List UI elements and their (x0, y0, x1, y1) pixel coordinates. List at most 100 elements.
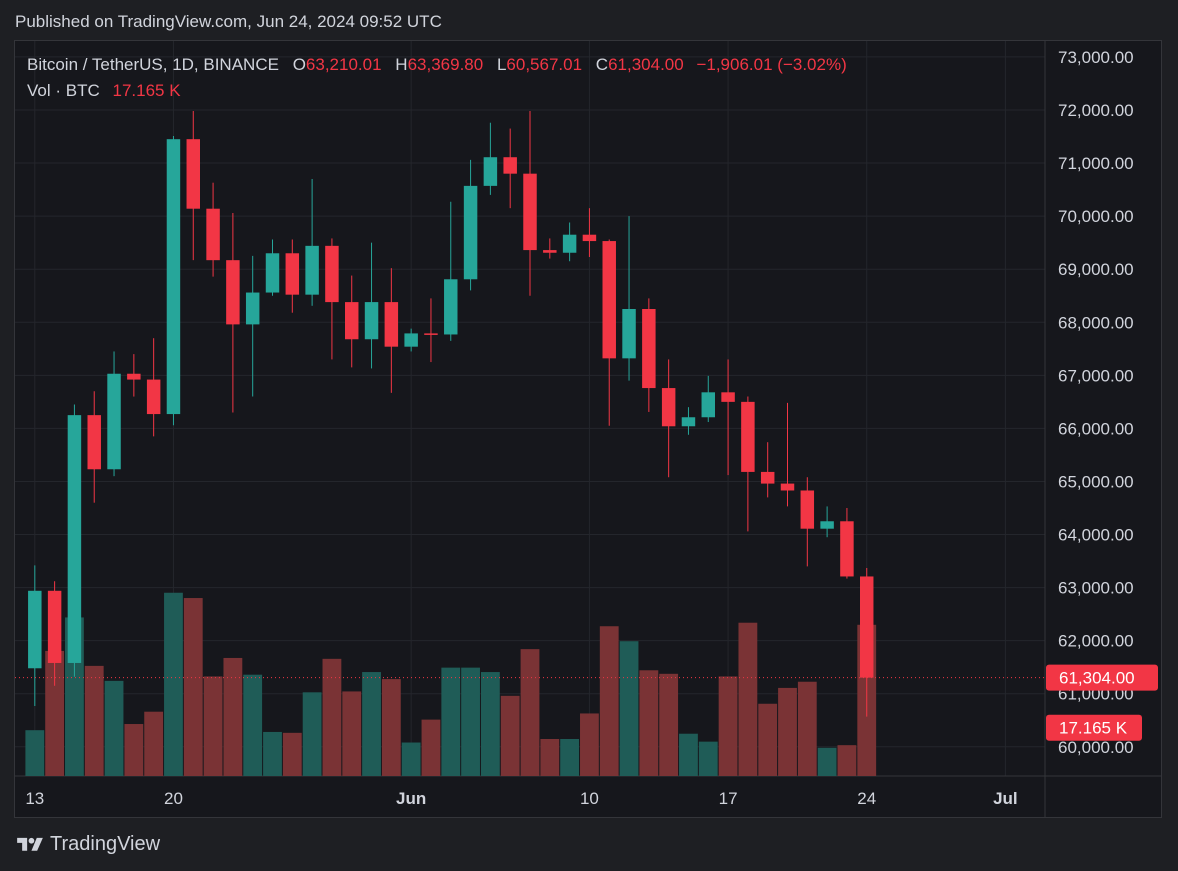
candle-body[interactable] (760, 471, 775, 484)
candle-body[interactable] (483, 157, 498, 186)
candle-body[interactable] (206, 208, 220, 261)
time-axis-label: 17 (719, 789, 738, 808)
candle-body[interactable] (800, 490, 815, 529)
price-axis-label: 67,000.00 (1058, 366, 1134, 385)
volume-bar (84, 665, 104, 776)
volume-bar (421, 719, 441, 776)
last-price-tag (1046, 664, 1158, 691)
candle-body[interactable] (444, 279, 458, 335)
volume-bar (738, 622, 758, 776)
volume-bar (243, 674, 263, 776)
brand-name: TradingView (50, 833, 161, 855)
volume-bar (144, 711, 164, 776)
candle-body[interactable] (543, 250, 557, 253)
candle-body[interactable] (87, 415, 101, 470)
last-price-label: 61,304.00 (1059, 669, 1135, 688)
volume-bar (698, 741, 718, 776)
volume-bar (540, 739, 560, 776)
symbol-label[interactable]: Bitcoin / TetherUS, 1D, BINANCE (27, 55, 279, 74)
volume-value: 17.165 K (112, 81, 181, 100)
candle-body[interactable] (780, 483, 795, 491)
candle-body[interactable] (265, 253, 280, 293)
volume-bar (659, 673, 679, 776)
footer-brand: TradingView (16, 833, 160, 856)
volume-bar (797, 681, 817, 776)
candle-body[interactable] (384, 302, 399, 347)
time-axis-label: Jun (396, 789, 426, 808)
change-value: −1,906.01 (−3.02%) (696, 55, 847, 74)
last-volume-label: 17.165 K (1059, 719, 1128, 738)
candle-body[interactable] (226, 260, 240, 325)
volume-bar (500, 695, 520, 776)
candle-body[interactable] (859, 576, 874, 678)
candle-body[interactable] (404, 333, 418, 347)
candle-body[interactable] (364, 302, 379, 340)
price-axis-label: 64,000.00 (1058, 526, 1134, 545)
candle-body[interactable] (523, 173, 537, 251)
candle-body[interactable] (344, 302, 359, 340)
candle-body[interactable] (681, 417, 696, 427)
candle-body[interactable] (721, 392, 735, 402)
candle-body[interactable] (166, 139, 181, 415)
volume-bar (183, 598, 203, 776)
high-label: H (395, 55, 408, 74)
price-axis-label: 60,000.00 (1058, 738, 1134, 757)
candle-body[interactable] (503, 157, 517, 174)
volume-bar (164, 592, 183, 776)
candle-body[interactable] (146, 379, 161, 415)
volume-label[interactable]: Vol · BTC (27, 81, 100, 100)
price-axis-label: 70,000.00 (1058, 207, 1134, 226)
price-axis-label: 72,000.00 (1058, 101, 1134, 120)
volume-bar (599, 626, 619, 776)
volume-bar (461, 667, 480, 776)
time-axis-label: 24 (857, 789, 876, 808)
candle-body[interactable] (28, 590, 42, 669)
candle-body[interactable] (245, 292, 260, 325)
volume-bar (758, 703, 778, 776)
candle-body[interactable] (424, 333, 438, 335)
candle-body[interactable] (127, 373, 141, 380)
volume-bar (263, 731, 282, 776)
volume-bar (639, 670, 659, 776)
volume-bar (203, 676, 223, 776)
candle-body[interactable] (463, 185, 478, 280)
candle-body[interactable] (622, 308, 636, 359)
volume-bar (401, 742, 421, 776)
low-value: 60,567.01 (506, 55, 583, 74)
volume-bar (282, 732, 302, 776)
high-value: 63,369.80 (407, 55, 484, 74)
volume-bar (381, 679, 401, 776)
candle-body[interactable] (47, 590, 62, 663)
volume-bar (223, 657, 243, 776)
open-label: O (292, 55, 306, 74)
candle-body[interactable] (562, 234, 577, 253)
volume-bar (837, 745, 857, 776)
volume-bar (778, 687, 797, 776)
volume-bar (480, 672, 500, 776)
candle-body[interactable] (325, 245, 339, 303)
candle-body[interactable] (305, 245, 319, 295)
price-axis-label: 65,000.00 (1058, 472, 1134, 491)
volume-bar (45, 650, 65, 776)
candle-body[interactable] (661, 388, 676, 427)
volume-bar (342, 691, 362, 776)
candle-body[interactable] (582, 234, 597, 242)
candle-body[interactable] (642, 308, 656, 389)
candle-body[interactable] (186, 139, 201, 209)
volume-bar (302, 692, 322, 776)
candle-body[interactable] (741, 401, 755, 472)
candle-body[interactable] (67, 415, 82, 663)
candle-body[interactable] (820, 521, 834, 529)
volume-bar (619, 641, 639, 776)
candle-body[interactable] (840, 521, 854, 577)
price-axis-label: 73,000.00 (1058, 48, 1134, 67)
time-axis-label: 20 (164, 789, 183, 808)
volume-bar (104, 680, 124, 776)
candle-body[interactable] (107, 373, 121, 470)
candle-body[interactable] (701, 392, 716, 418)
candle-body[interactable] (602, 241, 616, 359)
last-volume-tag (1046, 714, 1142, 741)
candle-body[interactable] (285, 253, 300, 295)
ohlc-legend-row: Bitcoin / TetherUS, 1D, BINANCE O63,210.… (27, 55, 847, 81)
